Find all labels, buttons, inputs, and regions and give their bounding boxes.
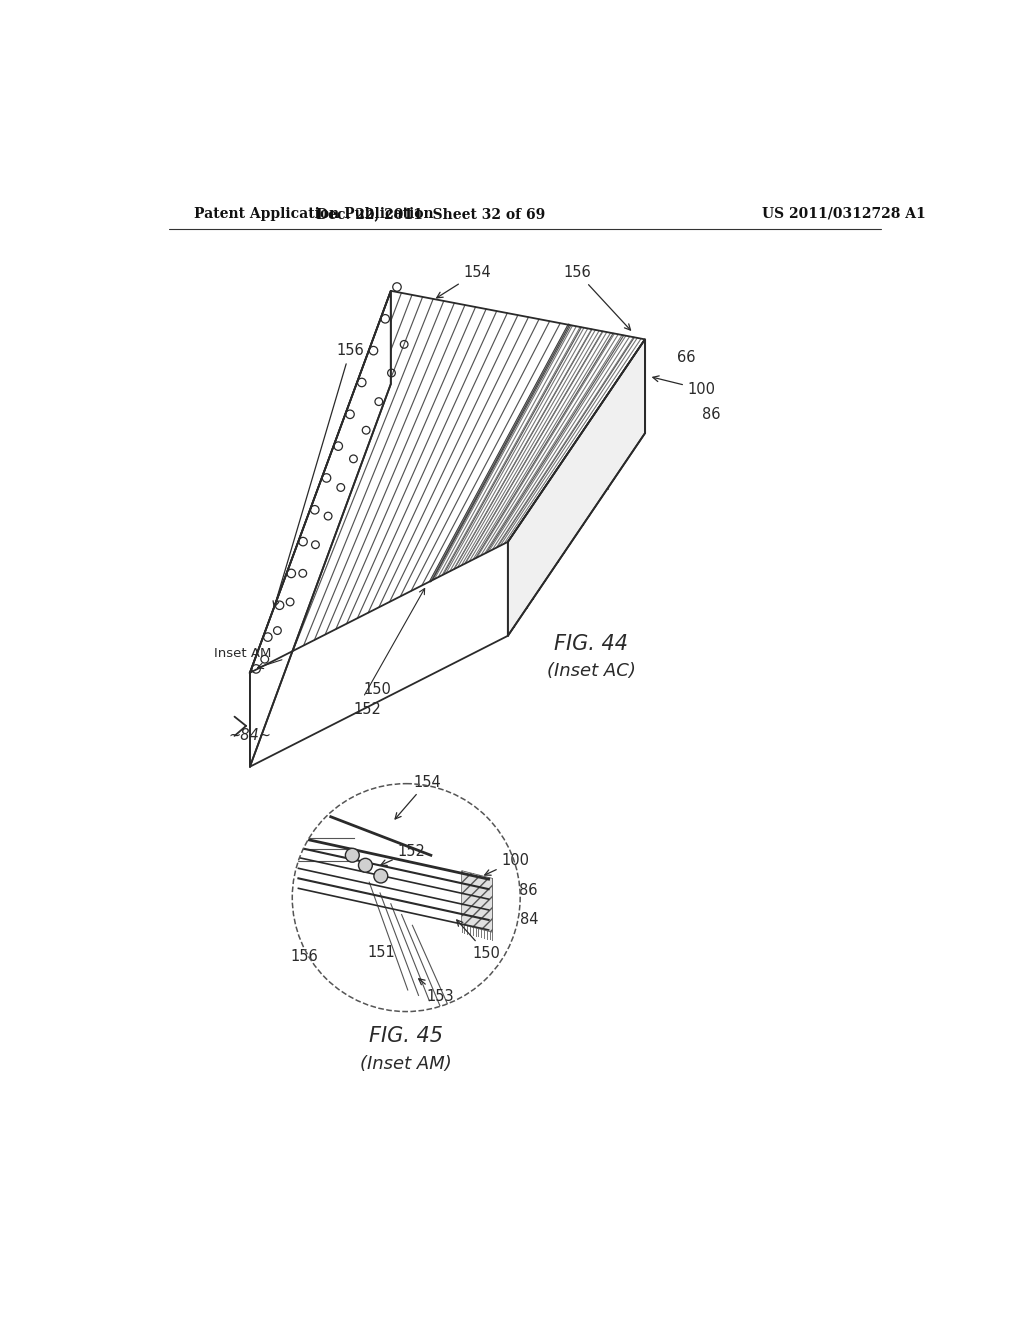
Text: 151: 151 [367,945,394,960]
Text: (Inset AM): (Inset AM) [360,1055,452,1073]
Circle shape [345,849,359,862]
Text: 156: 156 [291,949,318,964]
Polygon shape [462,871,493,932]
Text: ~84~: ~84~ [228,727,271,743]
Text: Dec. 22, 2011  Sheet 32 of 69: Dec. 22, 2011 Sheet 32 of 69 [316,207,546,220]
Polygon shape [508,339,645,636]
Text: FIG. 44: FIG. 44 [554,634,628,653]
Text: (Inset AC): (Inset AC) [547,661,636,680]
Text: 150: 150 [457,920,501,961]
Text: 153: 153 [419,978,454,1003]
Text: FIG. 45: FIG. 45 [370,1027,443,1047]
Text: 150: 150 [364,681,391,697]
Text: 152: 152 [354,702,382,717]
Text: Inset AM: Inset AM [214,647,271,660]
Text: 156: 156 [273,343,364,607]
Text: 154: 154 [436,265,490,298]
Text: 66: 66 [677,350,695,366]
Polygon shape [250,290,391,767]
Text: 86: 86 [518,883,538,898]
Text: 100: 100 [484,853,529,875]
Text: 152: 152 [381,843,426,866]
Text: 154: 154 [395,775,441,818]
Text: 86: 86 [701,407,721,421]
Text: 84: 84 [520,912,539,927]
Text: US 2011/0312728 A1: US 2011/0312728 A1 [762,207,926,220]
Text: 100: 100 [653,376,716,397]
Text: Patent Application Publication: Patent Application Publication [194,207,433,220]
Circle shape [358,858,373,873]
Text: 156: 156 [563,265,631,330]
Circle shape [374,869,388,883]
